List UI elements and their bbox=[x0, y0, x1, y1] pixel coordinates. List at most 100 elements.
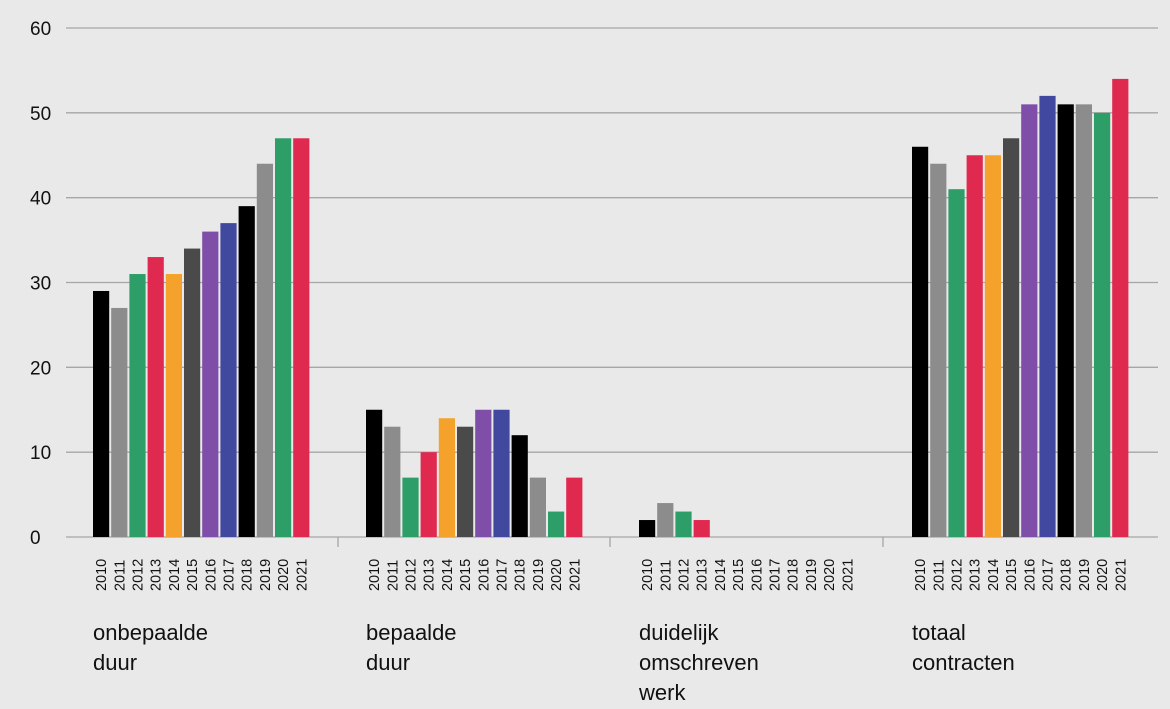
bar bbox=[1075, 104, 1092, 537]
x-tick-label: 2019 bbox=[531, 559, 547, 591]
bar bbox=[366, 409, 383, 537]
x-tick-label: 2013 bbox=[968, 559, 984, 591]
bar bbox=[438, 418, 455, 537]
bar bbox=[657, 503, 674, 537]
x-tick-label: 2015 bbox=[458, 559, 474, 591]
x-tick-label: 2021 bbox=[1113, 559, 1129, 591]
x-tick-label: 2012 bbox=[131, 559, 147, 591]
group-label: omschreven bbox=[639, 650, 759, 675]
x-tick-label: 2011 bbox=[658, 560, 674, 591]
bar bbox=[293, 138, 310, 538]
group-label: werk bbox=[638, 680, 686, 705]
bar bbox=[693, 520, 710, 537]
x-tick-label: 2016 bbox=[749, 559, 765, 591]
bar bbox=[912, 146, 929, 537]
x-tick-label: 2010 bbox=[367, 559, 383, 591]
x-tick-label: 2017 bbox=[222, 559, 238, 591]
x-tick-label: 2017 bbox=[1041, 559, 1057, 591]
x-tick-label: 2015 bbox=[731, 559, 747, 591]
bar bbox=[420, 452, 437, 537]
y-tick-label: 20 bbox=[30, 358, 51, 379]
bar bbox=[384, 426, 401, 537]
x-tick-label: 2018 bbox=[513, 559, 529, 591]
x-tick-label: 2010 bbox=[94, 559, 110, 591]
bar bbox=[111, 307, 128, 537]
x-tick-label: 2012 bbox=[950, 559, 966, 591]
y-tick-label: 10 bbox=[30, 443, 51, 464]
x-tick-label: 2020 bbox=[549, 559, 565, 591]
bar bbox=[184, 248, 201, 538]
x-tick-label: 2019 bbox=[1077, 559, 1093, 591]
x-tick-label: 2014 bbox=[440, 559, 456, 591]
group-label: duur bbox=[93, 650, 137, 675]
bar bbox=[966, 155, 983, 537]
x-tick-label: 2019 bbox=[804, 559, 820, 591]
x-tick-label: 2014 bbox=[167, 559, 183, 591]
group-label: bepaalde bbox=[366, 620, 457, 645]
x-tick-label: 2016 bbox=[1022, 559, 1038, 591]
bar bbox=[1112, 78, 1129, 538]
bar bbox=[1039, 95, 1056, 537]
bar bbox=[548, 511, 565, 537]
bar bbox=[1094, 112, 1111, 537]
bar bbox=[511, 435, 528, 537]
bar bbox=[1021, 104, 1038, 537]
x-tick-label: 2014 bbox=[986, 559, 1002, 591]
x-tick-label: 2015 bbox=[185, 559, 201, 591]
bar bbox=[402, 477, 419, 537]
x-tick-label: 2013 bbox=[422, 559, 438, 591]
x-tick-label: 2021 bbox=[567, 559, 583, 591]
bar bbox=[529, 477, 546, 537]
bar bbox=[129, 274, 146, 537]
x-tick-label: 2021 bbox=[294, 559, 310, 591]
x-tick-label: 2018 bbox=[240, 559, 256, 591]
x-tick-label: 2013 bbox=[149, 559, 165, 591]
bar bbox=[639, 520, 656, 537]
bar bbox=[238, 206, 255, 537]
x-tick-label: 2018 bbox=[1059, 559, 1075, 591]
bar bbox=[566, 477, 583, 537]
x-tick-label: 2010 bbox=[913, 559, 929, 591]
x-tick-label: 2013 bbox=[695, 559, 711, 591]
group-label: contracten bbox=[912, 650, 1015, 675]
x-tick-label: 2018 bbox=[786, 559, 802, 591]
bar bbox=[930, 163, 947, 537]
bar bbox=[457, 426, 474, 537]
y-tick-label: 40 bbox=[30, 189, 51, 210]
x-tick-label: 2021 bbox=[840, 559, 856, 591]
x-tick-label: 2010 bbox=[640, 559, 656, 591]
y-tick-label: 0 bbox=[30, 528, 41, 549]
group-label: onbepaalde bbox=[93, 620, 208, 645]
bar bbox=[202, 231, 219, 537]
y-tick-label: 50 bbox=[30, 104, 51, 125]
bar bbox=[675, 511, 692, 537]
x-tick-label: 2017 bbox=[768, 559, 784, 591]
bar bbox=[1003, 138, 1020, 538]
bar bbox=[93, 290, 110, 537]
bar bbox=[948, 189, 965, 537]
bar bbox=[220, 223, 237, 537]
group-label: duidelijk bbox=[639, 620, 719, 645]
bar bbox=[275, 138, 292, 538]
x-tick-label: 2012 bbox=[404, 559, 420, 591]
x-tick-label: 2020 bbox=[276, 559, 292, 591]
x-tick-label: 2015 bbox=[1004, 559, 1020, 591]
bar bbox=[984, 155, 1001, 537]
x-tick-label: 2011 bbox=[112, 560, 128, 591]
bar bbox=[165, 274, 182, 537]
x-tick-label: 2020 bbox=[822, 559, 838, 591]
bar bbox=[493, 409, 510, 537]
y-tick-label: 60 bbox=[30, 19, 51, 40]
x-tick-label: 2016 bbox=[476, 559, 492, 591]
bar bbox=[256, 163, 273, 537]
x-tick-label: 2012 bbox=[677, 559, 693, 591]
x-tick-label: 2011 bbox=[385, 560, 401, 591]
x-tick-label: 2016 bbox=[203, 559, 219, 591]
x-tick-label: 2014 bbox=[713, 559, 729, 591]
y-tick-label: 30 bbox=[30, 274, 51, 295]
x-tick-label: 2011 bbox=[931, 560, 947, 591]
bar bbox=[147, 257, 164, 537]
group-label: duur bbox=[366, 650, 410, 675]
